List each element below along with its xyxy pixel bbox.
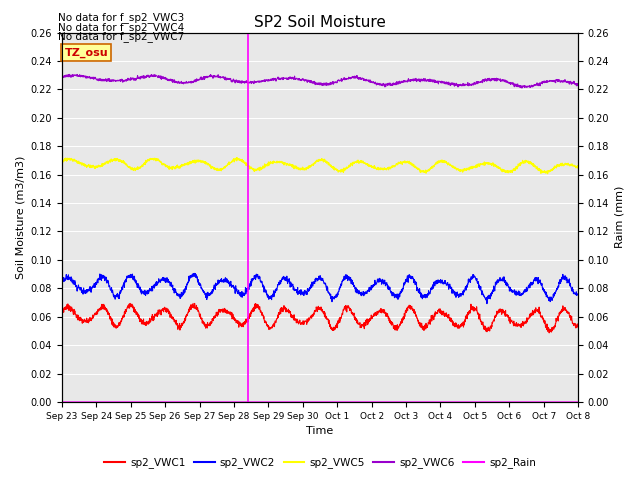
Y-axis label: Soil Moisture (m3/m3): Soil Moisture (m3/m3) [15, 156, 25, 279]
Text: No data for f_sp2_VWC4: No data for f_sp2_VWC4 [58, 22, 184, 33]
Text: No data for f_sp2_VWC3: No data for f_sp2_VWC3 [58, 12, 184, 23]
Text: No data for f_sp2_VWC7: No data for f_sp2_VWC7 [58, 31, 184, 42]
Title: SP2 Soil Moisture: SP2 Soil Moisture [254, 15, 386, 30]
Legend: sp2_VWC1, sp2_VWC2, sp2_VWC5, sp2_VWC6, sp2_Rain: sp2_VWC1, sp2_VWC2, sp2_VWC5, sp2_VWC6, … [100, 453, 540, 472]
Text: TZ_osu: TZ_osu [65, 48, 108, 58]
X-axis label: Time: Time [307, 426, 333, 436]
Y-axis label: Raim (mm): Raim (mm) [615, 186, 625, 249]
